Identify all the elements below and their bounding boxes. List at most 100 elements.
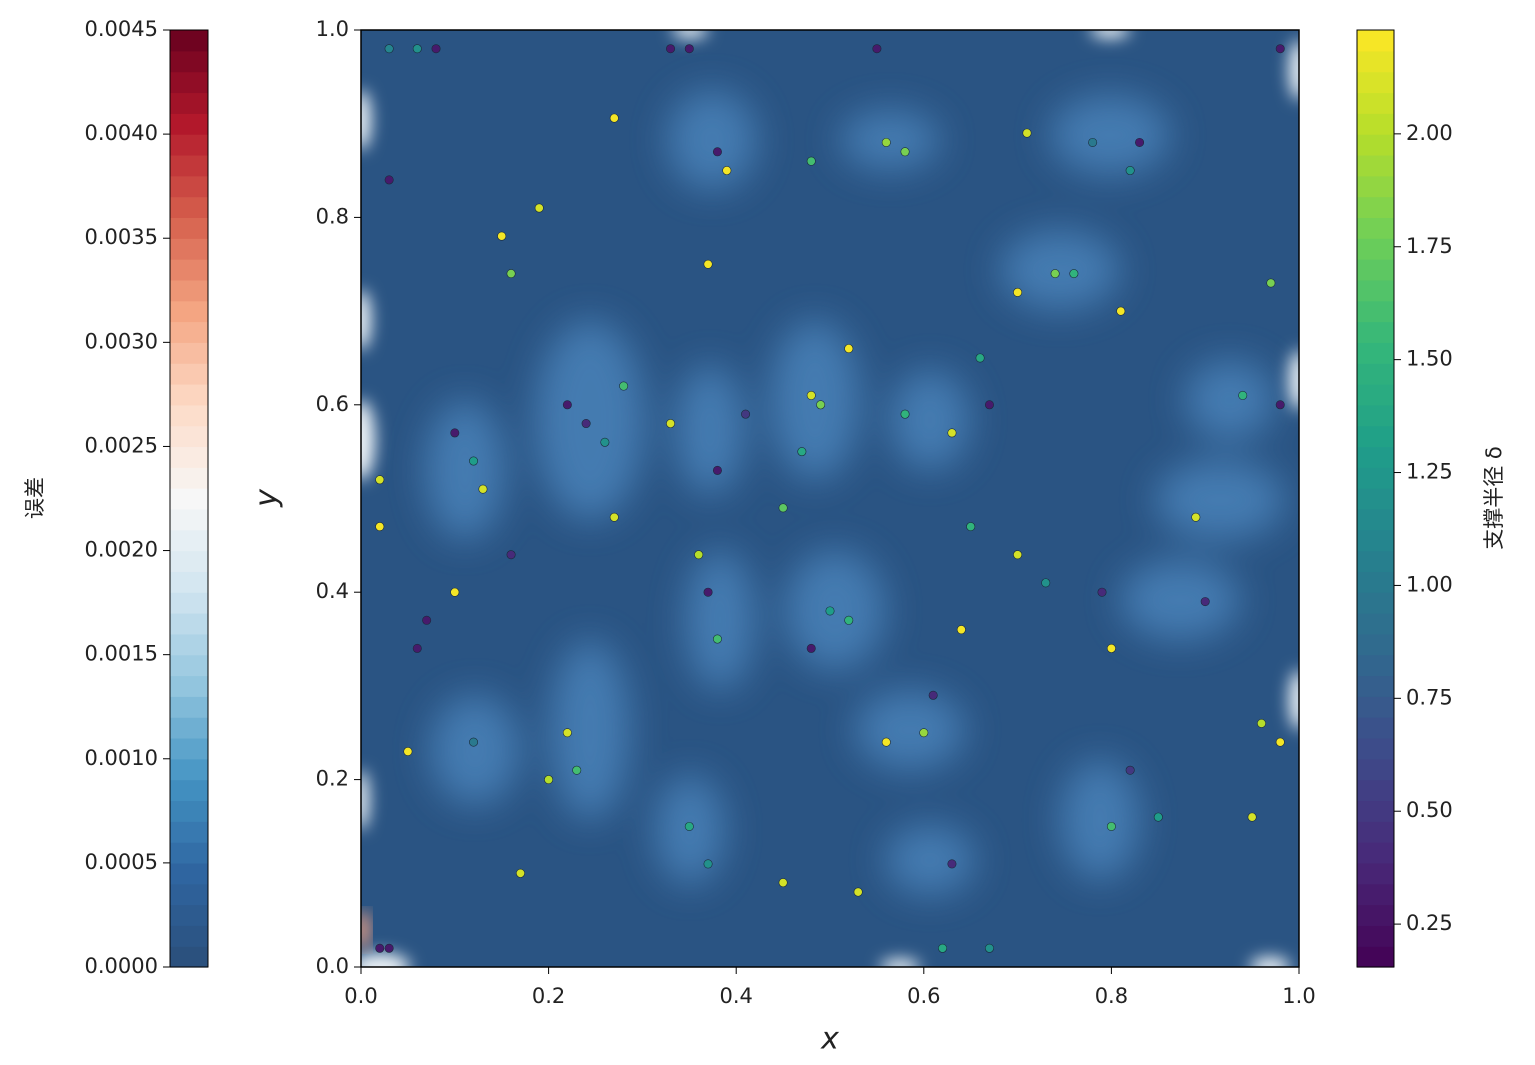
colorbar-band <box>1357 383 1394 406</box>
colorbar-band <box>170 550 208 572</box>
colorbar-band <box>170 300 208 323</box>
colorbar-tick-label: 1.75 <box>1406 234 1453 258</box>
colorbar-frame <box>1356 29 1395 968</box>
point <box>1069 269 1079 279</box>
point <box>806 643 816 653</box>
colorbar-band <box>170 737 208 760</box>
colorbar-band <box>170 862 208 885</box>
colorbar-tick-label: 1.50 <box>1406 347 1453 371</box>
point <box>881 137 891 147</box>
colorbar-tick-label: 1.25 <box>1406 460 1453 484</box>
colorbar-band <box>1357 737 1394 760</box>
point <box>853 887 863 897</box>
colorbar-band <box>170 821 208 843</box>
point <box>1275 400 1285 410</box>
colorbar-tick-label: 0.25 <box>1406 911 1453 935</box>
point <box>900 409 910 419</box>
colorbar-band <box>170 238 208 260</box>
x-tick-label: 0.4 <box>719 984 752 1008</box>
colorbar-band <box>1357 779 1394 802</box>
colorbar-band <box>1357 696 1394 718</box>
colorbar-band <box>170 259 208 281</box>
y-tick-label: 0.0 <box>316 954 349 978</box>
colorbar-band <box>170 154 208 177</box>
point <box>712 147 722 157</box>
colorbar-band <box>170 196 208 218</box>
colorbar-band <box>1357 633 1394 656</box>
colorbar-tick-label: 0.0015 <box>85 642 158 666</box>
point <box>881 737 891 747</box>
colorbar-band <box>1357 925 1394 947</box>
point <box>497 231 507 241</box>
error-colorbar-label: 误差 <box>23 477 47 519</box>
point <box>966 522 976 532</box>
point <box>712 465 722 475</box>
colorbar-band <box>170 92 208 114</box>
point <box>684 44 694 54</box>
y-tick-label: 1.0 <box>316 17 349 41</box>
point <box>844 615 854 625</box>
colorbar-tick-label: 2.00 <box>1406 121 1453 145</box>
colorbar-tick-label: 0.0010 <box>85 746 158 770</box>
point <box>1022 128 1032 138</box>
colorbar-band <box>170 717 208 739</box>
colorbar-band <box>1357 946 1394 968</box>
point <box>1135 137 1145 147</box>
point <box>956 625 966 635</box>
colorbar-band <box>170 529 208 552</box>
x-tick-label: 0.8 <box>1095 984 1128 1008</box>
colorbar-band <box>1357 342 1394 364</box>
point <box>694 550 704 560</box>
point <box>900 147 910 157</box>
colorbar-band <box>1357 50 1394 73</box>
point <box>1275 44 1285 54</box>
colorbar-band <box>1357 571 1394 593</box>
plot-frame <box>360 29 1300 968</box>
colorbar-band <box>1357 425 1394 448</box>
colorbar-tick-label: 0.50 <box>1406 798 1453 822</box>
colorbar-band <box>1357 467 1394 489</box>
point <box>872 44 882 54</box>
point <box>609 512 619 522</box>
point <box>1050 269 1060 279</box>
point <box>422 615 432 625</box>
colorbar-band <box>170 800 208 822</box>
point <box>1238 390 1248 400</box>
point <box>619 381 629 391</box>
colorbar-band <box>1357 279 1394 302</box>
colorbar-band <box>170 613 208 635</box>
colorbar-band <box>1357 92 1394 114</box>
point <box>450 428 460 438</box>
colorbar-band <box>170 363 208 385</box>
colorbar-band <box>170 904 208 926</box>
colorbar-band <box>1357 550 1394 572</box>
colorbar-band <box>1357 217 1394 239</box>
colorbar-tick-label: 1.00 <box>1406 572 1453 596</box>
point <box>984 943 994 953</box>
point <box>1013 550 1023 560</box>
point <box>1125 166 1135 176</box>
point <box>666 44 676 54</box>
point <box>928 690 938 700</box>
point <box>375 943 385 953</box>
colorbar-band <box>170 279 208 302</box>
colorbar-band <box>170 508 208 531</box>
colorbar-band <box>170 217 208 239</box>
colorbar-band <box>170 383 208 406</box>
y-tick-label: 0.6 <box>316 392 349 416</box>
y-tick-label: 0.8 <box>316 204 349 228</box>
point <box>1275 737 1285 747</box>
colorbar-band <box>170 883 208 906</box>
colorbar-band <box>1357 488 1394 510</box>
colorbar-band <box>1357 446 1394 468</box>
point <box>712 634 722 644</box>
colorbar-band <box>1357 238 1394 260</box>
colorbar-band <box>170 779 208 802</box>
point <box>478 484 488 494</box>
colorbar-band <box>170 946 208 968</box>
point <box>1256 718 1266 728</box>
point <box>412 44 422 54</box>
point <box>609 113 619 123</box>
colorbar-band <box>1357 592 1394 614</box>
